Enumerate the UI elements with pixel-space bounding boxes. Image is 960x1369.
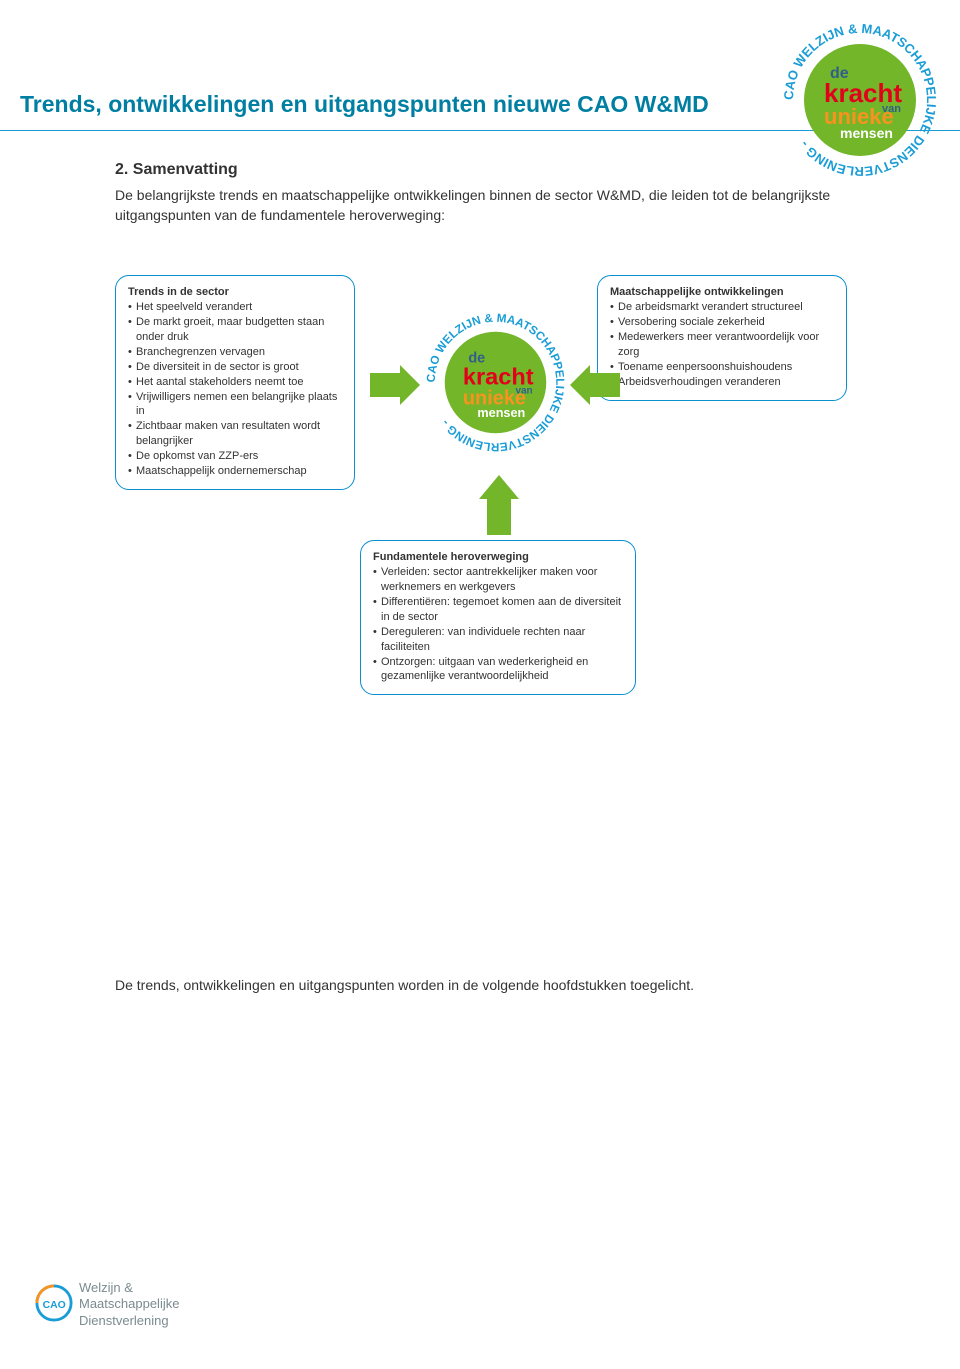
- section-heading: 2. Samenvatting: [115, 161, 845, 179]
- box-maat-list: De arbeidsmarkt verandert structureel Ve…: [610, 300, 834, 389]
- list-item: Arbeidsverhoudingen veranderen: [610, 375, 834, 390]
- svg-text:CAO: CAO: [43, 1300, 66, 1311]
- diagram: Trends in de sector Het speelveld verand…: [115, 275, 855, 735]
- arrow-left-icon: [570, 365, 620, 405]
- list-item: Toename eenpersoonshuishoudens: [610, 360, 834, 375]
- box-fund-list: Verleiden: sector aantrekkelijker maken …: [373, 565, 623, 684]
- list-item: Verleiden: sector aantrekkelijker maken …: [373, 565, 623, 595]
- list-item: Zichtbaar maken van resultaten wordt bel…: [128, 419, 342, 449]
- arrow-up-icon: [479, 475, 519, 535]
- box-maat-title: Maatschappelijke ontwikkelingen: [610, 286, 834, 298]
- svg-text:mensen: mensen: [840, 125, 893, 141]
- list-item: Versobering sociale zekerheid: [610, 315, 834, 330]
- intro-paragraph: De belangrijkste trends en maatschappeli…: [115, 185, 845, 226]
- page-header: Trends, ontwikkelingen en uitgangspunten…: [0, 0, 960, 131]
- box-trends: Trends in de sector Het speelveld verand…: [115, 275, 355, 489]
- box-maatschappelijk: Maatschappelijke ontwikkelingen De arbei…: [597, 275, 847, 400]
- footer-logo-text: Welzijn & Maatschappelijke Dienstverleni…: [79, 1280, 179, 1329]
- list-item: Medewerkers meer verantwoordelijk voor z…: [610, 330, 834, 360]
- footer-line: Dienstverlening: [79, 1313, 169, 1328]
- diagram-center-logo: CAO WELZIJN & MAATSCHAPPELIJKE DIENSTVER…: [423, 310, 568, 455]
- footer-line: Maatschappelijke: [79, 1296, 179, 1311]
- list-item: De arbeidsmarkt verandert structureel: [610, 300, 834, 315]
- box-trends-title: Trends in de sector: [128, 286, 342, 298]
- footer-logo-icon: CAO: [35, 1284, 73, 1322]
- content-area: 2. Samenvatting De belangrijkste trends …: [0, 131, 960, 996]
- box-fundamenteel: Fundamentele heroverweging Verleiden: se…: [360, 540, 636, 695]
- svg-text:mensen: mensen: [477, 406, 525, 420]
- brand-logo: CAO WELZIJN & MAATSCHAPPELIJKE DIENSTVER…: [780, 20, 940, 180]
- list-item: De diversiteit in de sector is groot: [128, 360, 342, 375]
- box-trends-list: Het speelveld verandert De markt groeit,…: [128, 300, 342, 478]
- list-item: Vrijwilligers nemen een belangrijke plaa…: [128, 390, 342, 420]
- list-item: Het aantal stakeholders neemt toe: [128, 375, 342, 390]
- list-item: Ontzorgen: uitgaan van wederkerigheid en…: [373, 655, 623, 685]
- list-item: De opkomst van ZZP-ers: [128, 449, 342, 464]
- list-item: Branchegrenzen vervagen: [128, 345, 342, 360]
- list-item: Maatschappelijk ondernemerschap: [128, 464, 342, 479]
- list-item: Dereguleren: van individuele rechten naa…: [373, 625, 623, 655]
- arrow-right-icon: [370, 365, 420, 405]
- list-item: Differentiëren: tegemoet komen aan de di…: [373, 595, 623, 625]
- list-item: De markt groeit, maar budgetten staan on…: [128, 315, 342, 345]
- footer-logo: CAO Welzijn & Maatschappelijke Dienstver…: [35, 1274, 255, 1334]
- list-item: Het speelveld verandert: [128, 300, 342, 315]
- closing-paragraph: De trends, ontwikkelingen en uitgangspun…: [115, 975, 845, 995]
- box-fund-title: Fundamentele heroverweging: [373, 551, 623, 563]
- footer-line: Welzijn &: [79, 1280, 133, 1295]
